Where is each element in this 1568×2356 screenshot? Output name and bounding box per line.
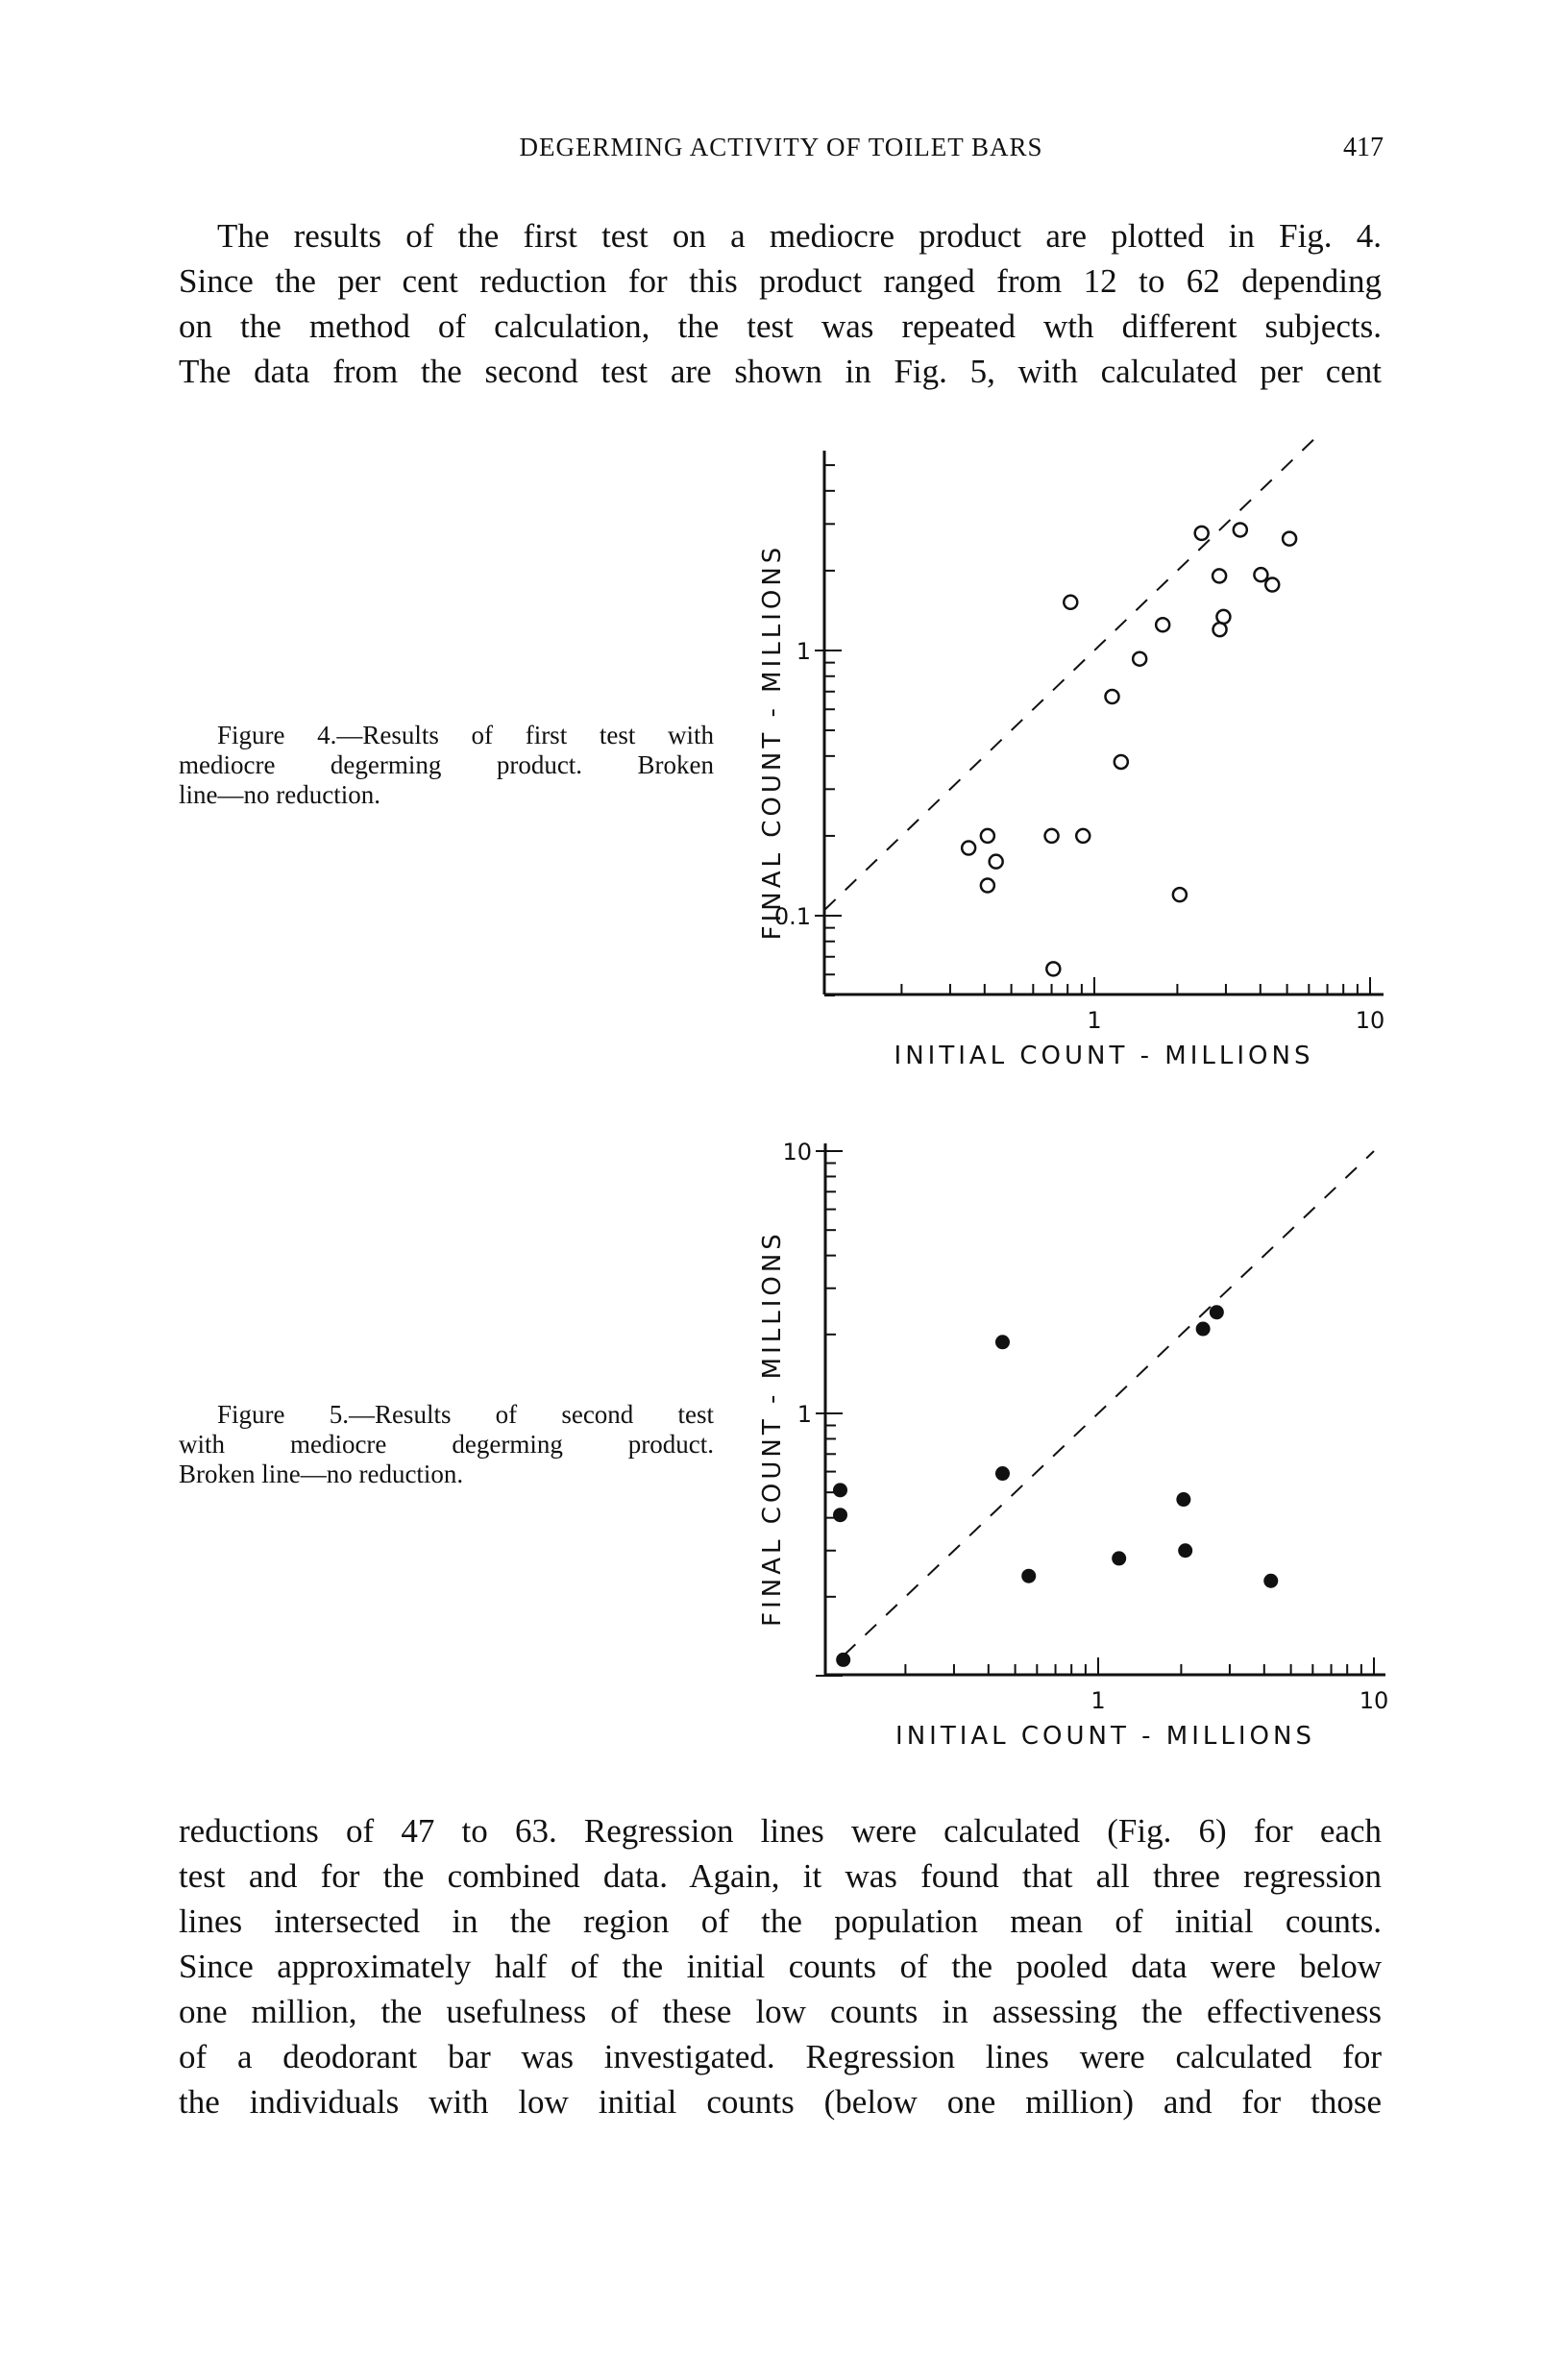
x-tick-label: 10 [1356,1007,1385,1034]
data-point [1176,1492,1191,1508]
running-title: DEGERMING ACTIVITY OF TOILET BARS [519,133,1043,161]
data-point [988,853,1004,870]
data-point [1131,650,1148,667]
x-tick-label: 1 [1087,1007,1101,1034]
x-axis-label: INITIAL COUNT - MILLIONS [895,1722,1315,1751]
data-point [832,1508,847,1523]
y-axis-label: FINAL COUNT - MILLIONS [758,544,787,941]
data-point [1253,566,1269,583]
chart-figure4: 1 10 0.1 1 INITIAL COUNT - MILLIONS FINAL COU… [758,437,1385,1070]
data-point [1074,827,1091,845]
data-point [1232,522,1249,538]
no-reduction-line [823,437,1316,911]
text-line: lines intersected in the region of the p… [179,1902,1382,1940]
figure5-caption: Figure 5.—Results of second test with me… [179,1400,714,1489]
y-axis-label: FINAL COUNT - MILLIONS [758,1230,787,1627]
data-point [1281,530,1298,547]
caption-line: Figure 4.—Results of first test with [217,721,714,749]
y-tick-label: 10 [782,1139,812,1166]
data-point [1215,608,1232,626]
page-number: 417 [1343,133,1384,162]
paragraph-bottom: reductions of 47 to 63. Regression lines… [179,1808,1382,2124]
no-reduction-line [844,1150,1375,1657]
data-point [1112,1551,1127,1566]
y-tick-label: 1 [797,1401,812,1428]
data-point [836,1652,851,1667]
data-point [832,1483,847,1498]
data-point [1211,568,1228,584]
data-point [1063,594,1079,611]
figure4-caption: Figure 4.—Results of first test with med… [179,721,714,810]
text-line: The results of the first test on a medio… [217,217,1382,255]
data-point [1263,1573,1279,1588]
text-line: on the method of calculation, the test w… [179,307,1382,345]
data-point [1195,1321,1211,1337]
text-line: reductions of 47 to 63. Regression lines… [179,1812,1382,1850]
data-point [1043,827,1060,845]
caption-line: Broken line—no reduction. [179,1460,464,1488]
text-line: Since approximately half of the initial … [179,1948,1382,1985]
text-line: of a deodorant bar was investigated. Reg… [179,2038,1382,2075]
data-point [979,827,996,845]
chart-figure5: 1 10 1 10 INITIAL COUNT - MILLIONS FINAL COUN… [758,1139,1388,1751]
caption-line: line—no reduction. [179,780,380,809]
running-header: DEGERMING ACTIVITY OF TOILET BARS 417 [179,133,1384,171]
x-axis-label: INITIAL COUNT - MILLIONS [894,1042,1314,1070]
data-point [1263,577,1281,593]
text-line: one million, the usefulness of these low… [179,1993,1382,2030]
x-tick-label: 1 [1090,1687,1105,1714]
data-point [1209,1305,1224,1320]
data-point [994,1335,1010,1350]
data-point [1154,617,1171,633]
data-point [1104,688,1120,705]
data-point [1212,621,1228,638]
paragraph-top: The results of the first test on a medio… [179,213,1382,394]
text-line: test and for the combined data. Again, i… [179,1857,1382,1895]
text-line: the individuals with low initial counts … [179,2083,1382,2121]
text-line: Since the per cent reduction for this pr… [179,262,1382,300]
data-point [979,877,996,894]
text-line: The data from the second test are shown … [179,353,1382,390]
data-point [1021,1568,1037,1583]
caption-line: Figure 5.—Results of second test [217,1400,714,1429]
caption-line: mediocre degerming product. Broken [179,750,714,779]
data-point [1113,753,1130,771]
y-tick-label: 0.1 [774,903,811,930]
data-point [1193,525,1210,542]
data-point [1178,1543,1193,1558]
y-tick-label: 1 [796,638,811,665]
data-point [994,1466,1010,1482]
data-point [960,840,977,856]
x-tick-label: 10 [1360,1687,1389,1714]
caption-line: with mediocre degerming product. [179,1430,714,1459]
data-point [1045,961,1062,977]
data-point [1171,886,1188,903]
